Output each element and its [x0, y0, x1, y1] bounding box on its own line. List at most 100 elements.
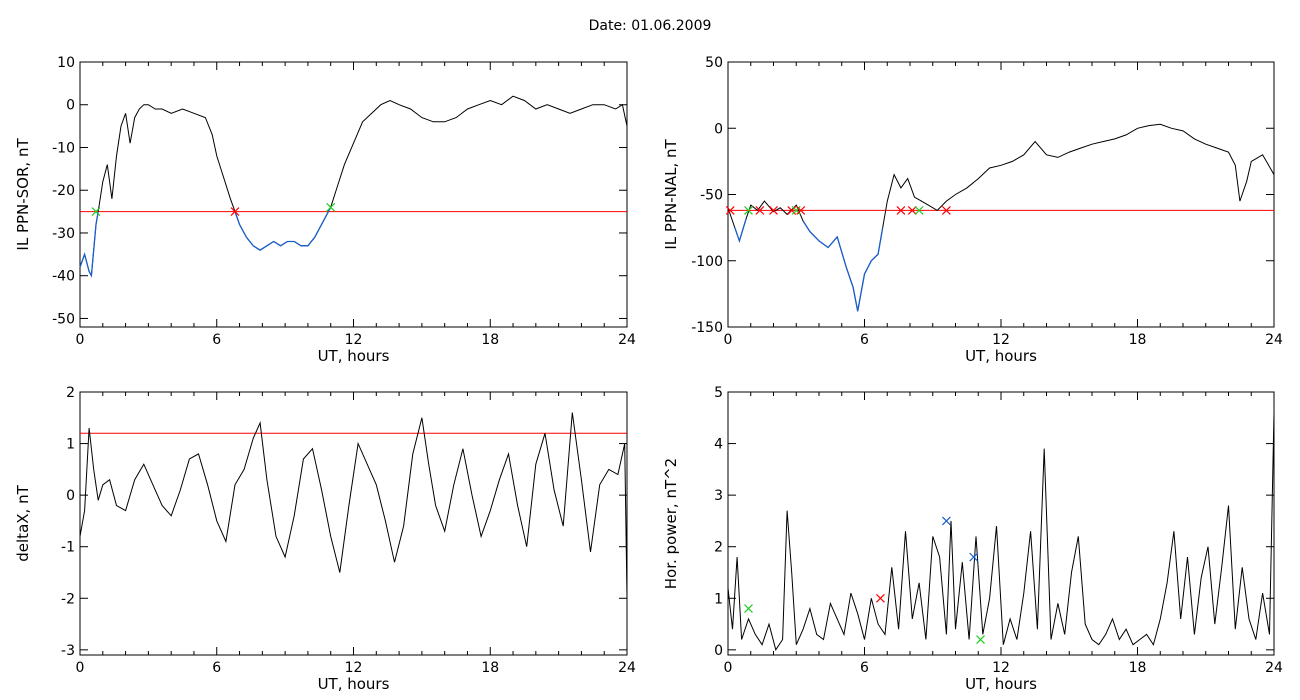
x-tick-label: 0: [76, 332, 85, 348]
marker-x: [914, 205, 924, 215]
page-title: Date: 01.06.2009: [588, 18, 712, 34]
y-tick-label: 0: [714, 121, 723, 137]
plot-frame: [727, 61, 1275, 328]
marker-stroke: [914, 205, 924, 215]
y-tick-label: -10: [52, 140, 75, 156]
series-below-threshold: [734, 218, 747, 244]
series-line: [727, 123, 1275, 312]
marker-stroke: [725, 205, 735, 215]
y-tick-label: -50: [52, 311, 75, 327]
marker-stroke: [941, 205, 951, 215]
marker-stroke: [755, 205, 765, 215]
marker-x: [941, 205, 951, 215]
y-tick-label: 0: [66, 98, 75, 114]
x-tick-label: 12: [345, 660, 363, 676]
x-tick-label: 12: [345, 332, 363, 348]
x-tick-label: 18: [1129, 660, 1147, 676]
marker-stroke: [91, 207, 101, 217]
y-tick-label: 4: [714, 437, 723, 453]
marker-stroke: [976, 635, 985, 644]
x-tick-label: 6: [860, 332, 869, 348]
marker-x: [769, 205, 778, 215]
x-axis-title: UT, hours: [318, 675, 390, 693]
marker-x: [907, 205, 917, 215]
marker-stroke: [744, 205, 753, 215]
y-tick-label: 1: [66, 437, 75, 453]
marker-x: [744, 205, 753, 215]
marker-stroke: [896, 205, 906, 215]
marker-x: [796, 205, 806, 215]
x-tick-label: 6: [860, 660, 869, 676]
x-tick-label: 24: [618, 332, 636, 348]
x-tick-label: 24: [1265, 660, 1283, 676]
chart-ppn-sor: 0 6 12 18 24 10 0 -10 -20 -30 -40 -50 UT, hours IL PP…: [14, 55, 636, 365]
y-tick-label: -150: [691, 320, 723, 336]
y-tick-label: -40: [52, 269, 75, 285]
series-below-threshold: [802, 220, 884, 312]
marker-x: [969, 552, 979, 562]
y-tick-label: 5: [714, 385, 723, 401]
marker-stroke: [941, 516, 951, 526]
marker-stroke: [230, 207, 240, 217]
plot-frame: [727, 391, 1275, 656]
y-tick-label: 3: [714, 488, 723, 504]
y-axis-title: deltaX, nT: [14, 484, 32, 561]
y-tick-label: -1: [61, 540, 75, 556]
marker-x: [326, 202, 336, 212]
y-axis-title: IL PPN-NAL, nT: [662, 139, 680, 250]
x-axis-title: UT, hours: [318, 347, 390, 365]
y-tick-label: -20: [52, 183, 75, 199]
marker-x: [941, 516, 951, 526]
marker-stroke: [796, 205, 806, 215]
y-tick-label: -2: [61, 591, 75, 607]
marker-stroke: [744, 604, 753, 614]
y-tick-label: 2: [66, 385, 75, 401]
marker-x: [91, 207, 101, 217]
marker-x: [744, 604, 753, 614]
x-tick-label: 0: [724, 332, 733, 348]
x-tick-label: 0: [76, 660, 85, 676]
x-tick-label: 18: [1129, 332, 1147, 348]
marker-stroke: [876, 593, 885, 603]
y-tick-label: -100: [691, 254, 723, 270]
marker-x: [230, 207, 240, 217]
y-tick-label: 50: [705, 55, 723, 71]
x-tick-label: 6: [212, 332, 221, 348]
marker-stroke: [769, 205, 778, 215]
marker-x: [755, 205, 765, 215]
x-axis-title: UT, hours: [965, 675, 1037, 693]
y-tick-label: -30: [52, 226, 75, 242]
y-tick-label: 0: [714, 643, 723, 659]
y-tick-label: -50: [700, 188, 723, 204]
chart-ppn-nal: 0 6 12 18 24 50 0 -50 -100 -150 UT, hours IL PPN-NA…: [662, 55, 1283, 365]
x-tick-label: 12: [992, 660, 1010, 676]
x-tick-label: 0: [724, 660, 733, 676]
series-below-threshold: [234, 206, 332, 251]
x-tick-label: 24: [618, 660, 636, 676]
marker-stroke: [907, 205, 917, 215]
plot-frame: [79, 391, 628, 656]
y-axis-title: IL PPN-SOR, nT: [14, 138, 32, 251]
series-below-threshold: [79, 211, 99, 278]
marker-x: [896, 205, 906, 215]
series-line: [727, 412, 1275, 652]
y-tick-label: 1: [714, 591, 723, 607]
marker-x: [876, 593, 885, 603]
series-line: [79, 95, 628, 278]
x-tick-label: 6: [212, 660, 221, 676]
x-tick-label: 12: [992, 332, 1010, 348]
x-tick-label: 18: [481, 660, 499, 676]
x-tick-label: 18: [481, 332, 499, 348]
x-axis-title: UT, hours: [965, 347, 1037, 365]
plot-frame: [79, 61, 628, 328]
marker-x: [976, 635, 985, 644]
chart-hor-power: 0 6 12 18 24 5 4 3 2 1 0 UT, hours Hor. power, nT^2: [662, 385, 1283, 693]
series-line: [79, 412, 628, 599]
y-axis-title: Hor. power, nT^2: [662, 458, 680, 589]
marker-stroke: [969, 552, 979, 562]
x-tick-label: 24: [1265, 332, 1283, 348]
marker-stroke: [326, 202, 336, 212]
y-tick-label: 10: [57, 55, 75, 71]
chart-deltax: 0 6 12 18 24 2 1 0 -1 -2 -3 UT, hours deltaX, nT: [14, 385, 636, 693]
